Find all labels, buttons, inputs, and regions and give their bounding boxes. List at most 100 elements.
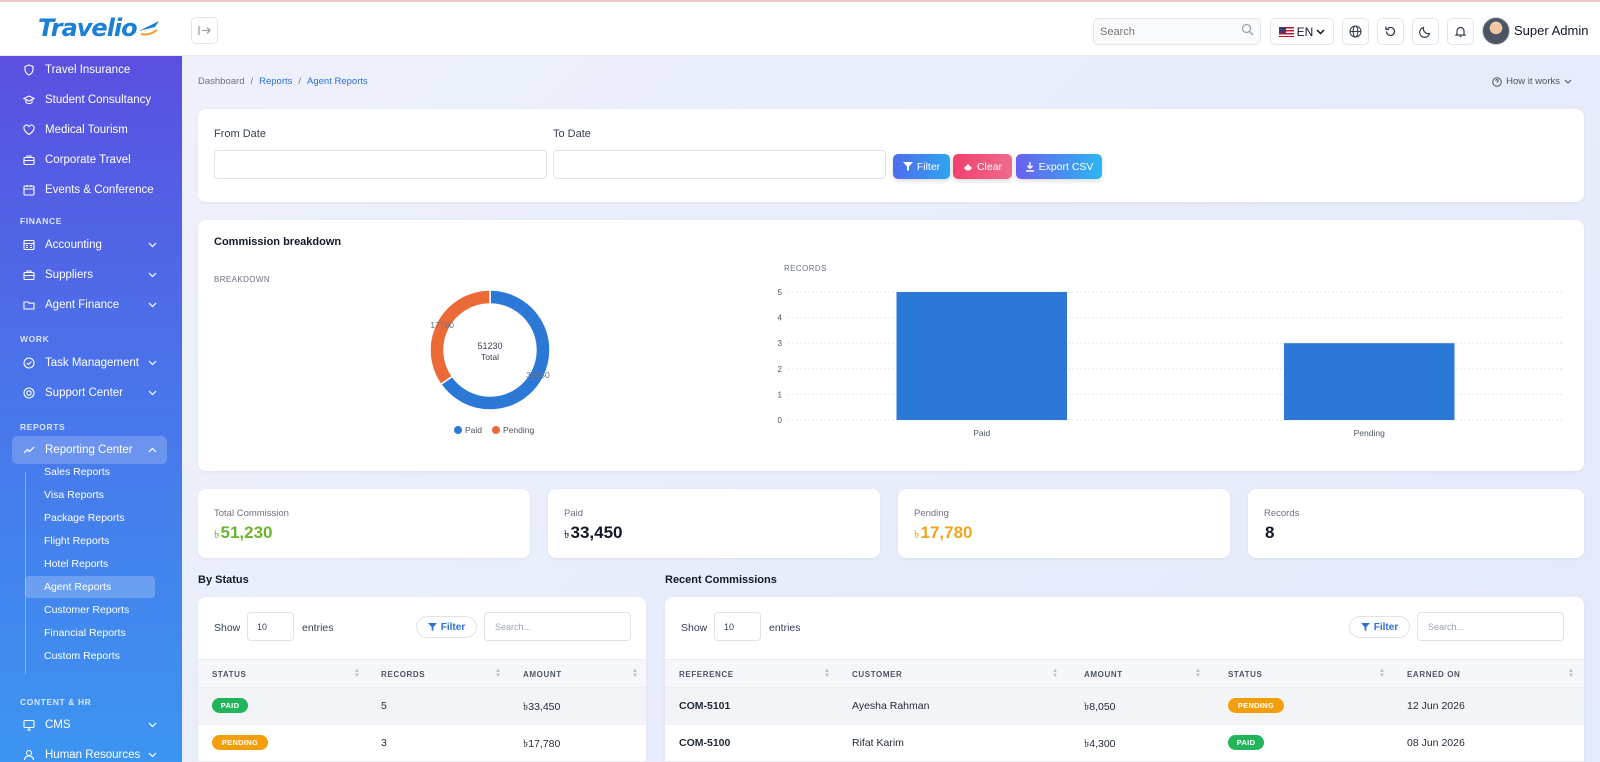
legend-label[interactable]: Paid (465, 425, 482, 435)
sidebar-sub-flight-reports[interactable]: Flight Reports (44, 535, 110, 547)
table-row[interactable]: COM-5100 Rifat Karim ৳4,300 PAID 08 Jun … (665, 725, 1584, 762)
sidebar-sub-custom-reports[interactable]: Custom Reports (44, 650, 120, 662)
sidebar-item-reporting-center[interactable]: Reporting Center (12, 436, 167, 464)
filter-button[interactable]: Filter (893, 154, 950, 179)
sort-icon[interactable]: ▲ ▼ (632, 668, 638, 679)
column-header-earned-on[interactable]: EARNED ON (1407, 670, 1461, 679)
export-csv-button[interactable]: Export CSV (1016, 154, 1102, 179)
sidebar-item-label: Events & Conference (45, 184, 154, 196)
table-row[interactable]: PAID 5 ৳33,450 (198, 688, 646, 725)
sidebar-item-label: Human Resources (45, 749, 141, 761)
sidebar-section-work: WORK (20, 334, 50, 344)
sort-icon[interactable]: ▲ ▼ (1568, 668, 1574, 679)
column-header-amount[interactable]: AMOUNT (523, 670, 562, 679)
how-it-works-label: How it works (1506, 76, 1560, 87)
page-length-select[interactable]: 10 (714, 612, 761, 641)
globe-button[interactable] (1342, 18, 1369, 45)
from-date-input[interactable] (214, 150, 547, 179)
sidebar-sub-hotel-reports[interactable]: Hotel Reports (44, 558, 109, 570)
user-name[interactable]: Super Admin (1514, 23, 1589, 38)
table-filter-button[interactable]: Filter (1349, 616, 1410, 638)
sidebar-item-task-management[interactable]: Task Management (12, 349, 167, 377)
sidebar-sub-customer-reports[interactable]: Customer Reports (44, 604, 130, 616)
column-header-status[interactable]: STATUS (212, 670, 247, 679)
clear-button[interactable]: Clear (953, 154, 1012, 179)
to-date-input[interactable] (553, 150, 886, 179)
refresh-button[interactable] (1377, 18, 1404, 45)
sort-icon[interactable]: ▲ ▼ (1052, 668, 1058, 679)
column-header-amount[interactable]: AMOUNT (1084, 670, 1123, 679)
notifications-button[interactable] (1447, 18, 1474, 45)
sidebar-sub-agent-reports[interactable]: Agent Reports (25, 576, 155, 598)
legend-label[interactable]: Pending (503, 425, 534, 435)
globe-icon (1349, 25, 1362, 38)
column-header-records[interactable]: RECORDS (381, 670, 426, 679)
sidebar-item-travel-insurance[interactable]: Travel Insurance (12, 56, 167, 84)
reference-cell[interactable]: COM-5100 (679, 737, 731, 749)
export-button-label: Export CSV (1038, 160, 1094, 173)
earned-on-cell: 08 Jun 2026 (1407, 737, 1465, 749)
sidebar-section-reports: REPORTS (20, 422, 66, 432)
sidebar-item-accounting[interactable]: Accounting (12, 231, 167, 259)
graduation-cap-icon (23, 95, 35, 105)
shield-icon (24, 64, 34, 76)
stat-number: 17,780 (920, 523, 973, 542)
breadcrumb-home[interactable]: Dashboard (198, 76, 245, 87)
bar-pending[interactable] (1284, 343, 1455, 420)
sort-icon[interactable]: ▲ ▼ (1195, 668, 1201, 679)
sidebar-item-label: Support Center (45, 387, 123, 399)
records-cell: 3 (381, 737, 387, 749)
currency-symbol: ৳ (214, 529, 220, 541)
stat-number: 33,450 (570, 523, 623, 542)
app-logo[interactable]: Travelio (38, 14, 161, 42)
sidebar-item-corporate-travel[interactable]: Corporate Travel (12, 146, 167, 174)
sidebar-item-human-resources[interactable]: Human Resources (12, 741, 167, 762)
amount-cell: ৳4,300 (1084, 738, 1116, 750)
donut-slice-paid[interactable] (439, 289, 551, 411)
sidebar-item-cms[interactable]: CMS (12, 711, 167, 739)
how-it-works-toggle[interactable]: How it works (1492, 76, 1572, 87)
eraser-icon (963, 164, 972, 171)
sidebar-item-medical-tourism[interactable]: Medical Tourism (12, 116, 167, 144)
sidebar-sub-package-reports[interactable]: Package Reports (44, 512, 125, 524)
sort-icon[interactable]: ▲ ▼ (354, 668, 360, 679)
sort-icon[interactable]: ▲ ▼ (1379, 668, 1385, 679)
sidebar-sub-sales-reports[interactable]: Sales Reports (44, 466, 110, 478)
table-search-input[interactable]: Search... (484, 612, 631, 641)
column-header-customer[interactable]: CUSTOMER (852, 670, 903, 679)
trending-icon (23, 446, 35, 454)
search-icon[interactable] (1241, 23, 1254, 36)
sort-icon[interactable]: ▲ ▼ (495, 668, 501, 679)
table-search-input[interactable]: Search... (1417, 612, 1564, 641)
chevron-up-icon (148, 447, 157, 453)
column-header-status[interactable]: STATUS (1228, 670, 1263, 679)
customer-cell: Ayesha Rahman (852, 700, 930, 712)
sidebar-sub-visa-reports[interactable]: Visa Reports (44, 489, 104, 501)
breadcrumb-reports[interactable]: Reports (259, 76, 293, 87)
column-header-reference[interactable]: REFERENCE (679, 670, 734, 679)
theme-toggle-button[interactable] (1412, 18, 1439, 45)
avatar[interactable] (1482, 17, 1510, 45)
sidebar-item-label: Accounting (45, 239, 102, 251)
sidebar-sub-financial-reports[interactable]: Financial Reports (44, 627, 126, 639)
sidebar-item-agent-finance[interactable]: Agent Finance (12, 291, 167, 319)
table-row[interactable]: COM-5101 Ayesha Rahman ৳8,050 PENDING 12… (665, 688, 1584, 725)
bar-paid[interactable] (896, 292, 1068, 420)
sort-icon[interactable]: ▲ ▼ (824, 668, 830, 679)
table-filter-button[interactable]: Filter (416, 616, 477, 638)
sidebar-item-events-conference[interactable]: Events & Conference (12, 176, 167, 204)
records-cell: 5 (381, 700, 387, 712)
global-search-input[interactable] (1093, 18, 1261, 45)
page-length-select[interactable]: 10 (247, 612, 294, 641)
sidebar-item-label: Reporting Center (45, 444, 133, 456)
sidebar-item-suppliers[interactable]: Suppliers (12, 261, 167, 289)
table-row[interactable]: PENDING 3 ৳17,780 (198, 725, 646, 762)
commission-title: Commission breakdown (214, 236, 342, 248)
sidebar-item-student-consultancy[interactable]: Student Consultancy (12, 86, 167, 114)
language-selector[interactable]: EN (1270, 18, 1334, 45)
reference-cell[interactable]: COM-5101 (679, 700, 731, 712)
amount-cell: ৳8,050 (1084, 701, 1116, 713)
sidebar-toggle-button[interactable] (191, 17, 218, 44)
sidebar-item-support-center[interactable]: Support Center (12, 379, 167, 407)
donut-slice-pending[interactable] (429, 289, 491, 386)
